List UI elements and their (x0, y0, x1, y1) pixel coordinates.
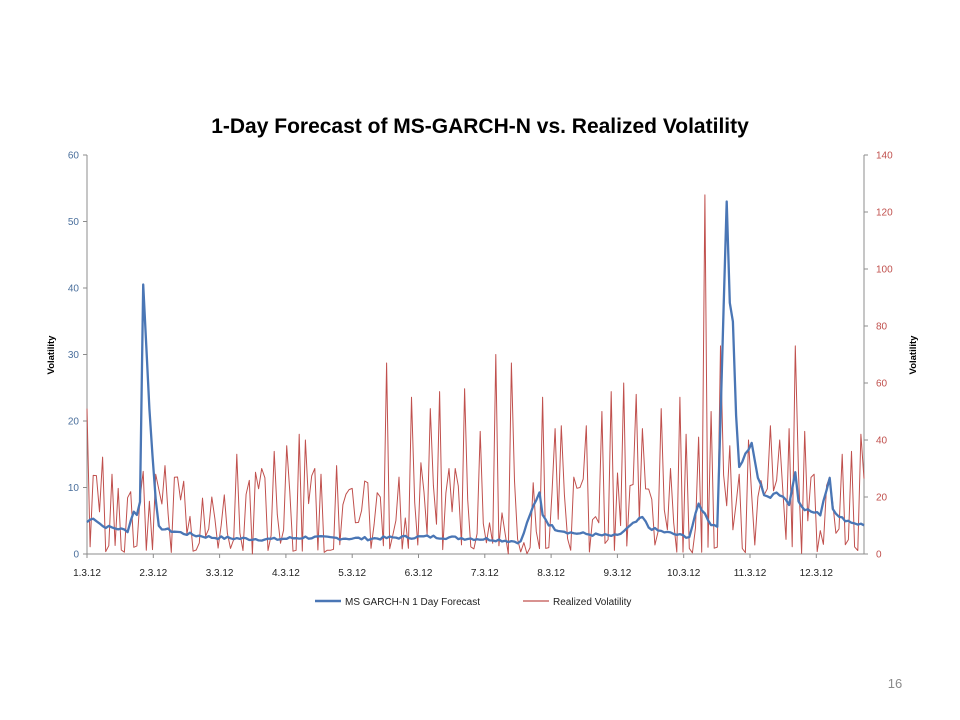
left-y-axis-title: Volatility (46, 335, 57, 375)
left-y-tick-label: 20 (68, 417, 80, 428)
legend-realized-label: Realized Volatility (553, 597, 631, 608)
x-tick-label: 3.3.12 (206, 568, 234, 579)
right-y-tick-label: 140 (876, 151, 893, 162)
x-tick-label: 7.3.12 (471, 568, 499, 579)
left-y-tick-label: 50 (68, 217, 80, 228)
realized-volatility-series (86, 194, 865, 555)
x-axis-ticks: 1.3.12 2.3.12 3.3.12 4.3.12 5.3.12 6.3.12 7.3.… (73, 554, 833, 579)
right-y-axis-title: Volatility (908, 335, 919, 375)
left-y-tick-label: 60 (68, 151, 80, 162)
x-tick-label: 1.3.12 (73, 568, 101, 579)
legend: MS GARCH-N 1 Day Forecast Realized Volat… (315, 597, 631, 608)
chart-title: 1-Day Forecast of MS-GARCH-N vs. Realize… (211, 115, 749, 138)
right-y-tick-label: 60 (876, 379, 888, 390)
x-tick-label: 12.3.12 (800, 568, 834, 579)
x-tick-label: 6.3.12 (405, 568, 433, 579)
right-y-tick-label: 40 (876, 436, 888, 447)
x-tick-label: 2.3.12 (139, 568, 167, 579)
right-y-ticks: 0 20 40 60 80 100 120 140 (864, 151, 893, 561)
right-y-tick-label: 120 (876, 208, 893, 219)
x-tick-label: 9.3.12 (603, 568, 631, 579)
x-tick-label: 5.3.12 (338, 568, 366, 579)
slide-page-number: 16 (887, 676, 903, 691)
x-tick-label: 8.3.12 (537, 568, 565, 579)
right-y-tick-label: 0 (876, 550, 882, 561)
x-tick-label: 4.3.12 (272, 568, 300, 579)
right-y-tick-label: 100 (876, 265, 893, 276)
left-y-tick-label: 0 (73, 550, 79, 561)
left-y-tick-label: 10 (68, 483, 80, 494)
left-y-ticks: 0 10 20 30 40 50 60 (68, 151, 87, 561)
x-tick-label: 11.3.12 (734, 568, 767, 579)
forecast-series (86, 200, 865, 545)
legend-forecast-label: MS GARCH-N 1 Day Forecast (345, 597, 480, 608)
x-tick-label: 10.3.12 (667, 568, 701, 579)
right-y-tick-label: 20 (876, 493, 888, 504)
left-y-tick-label: 40 (68, 284, 80, 295)
right-y-tick-label: 80 (876, 322, 888, 333)
left-y-tick-label: 30 (68, 350, 80, 361)
